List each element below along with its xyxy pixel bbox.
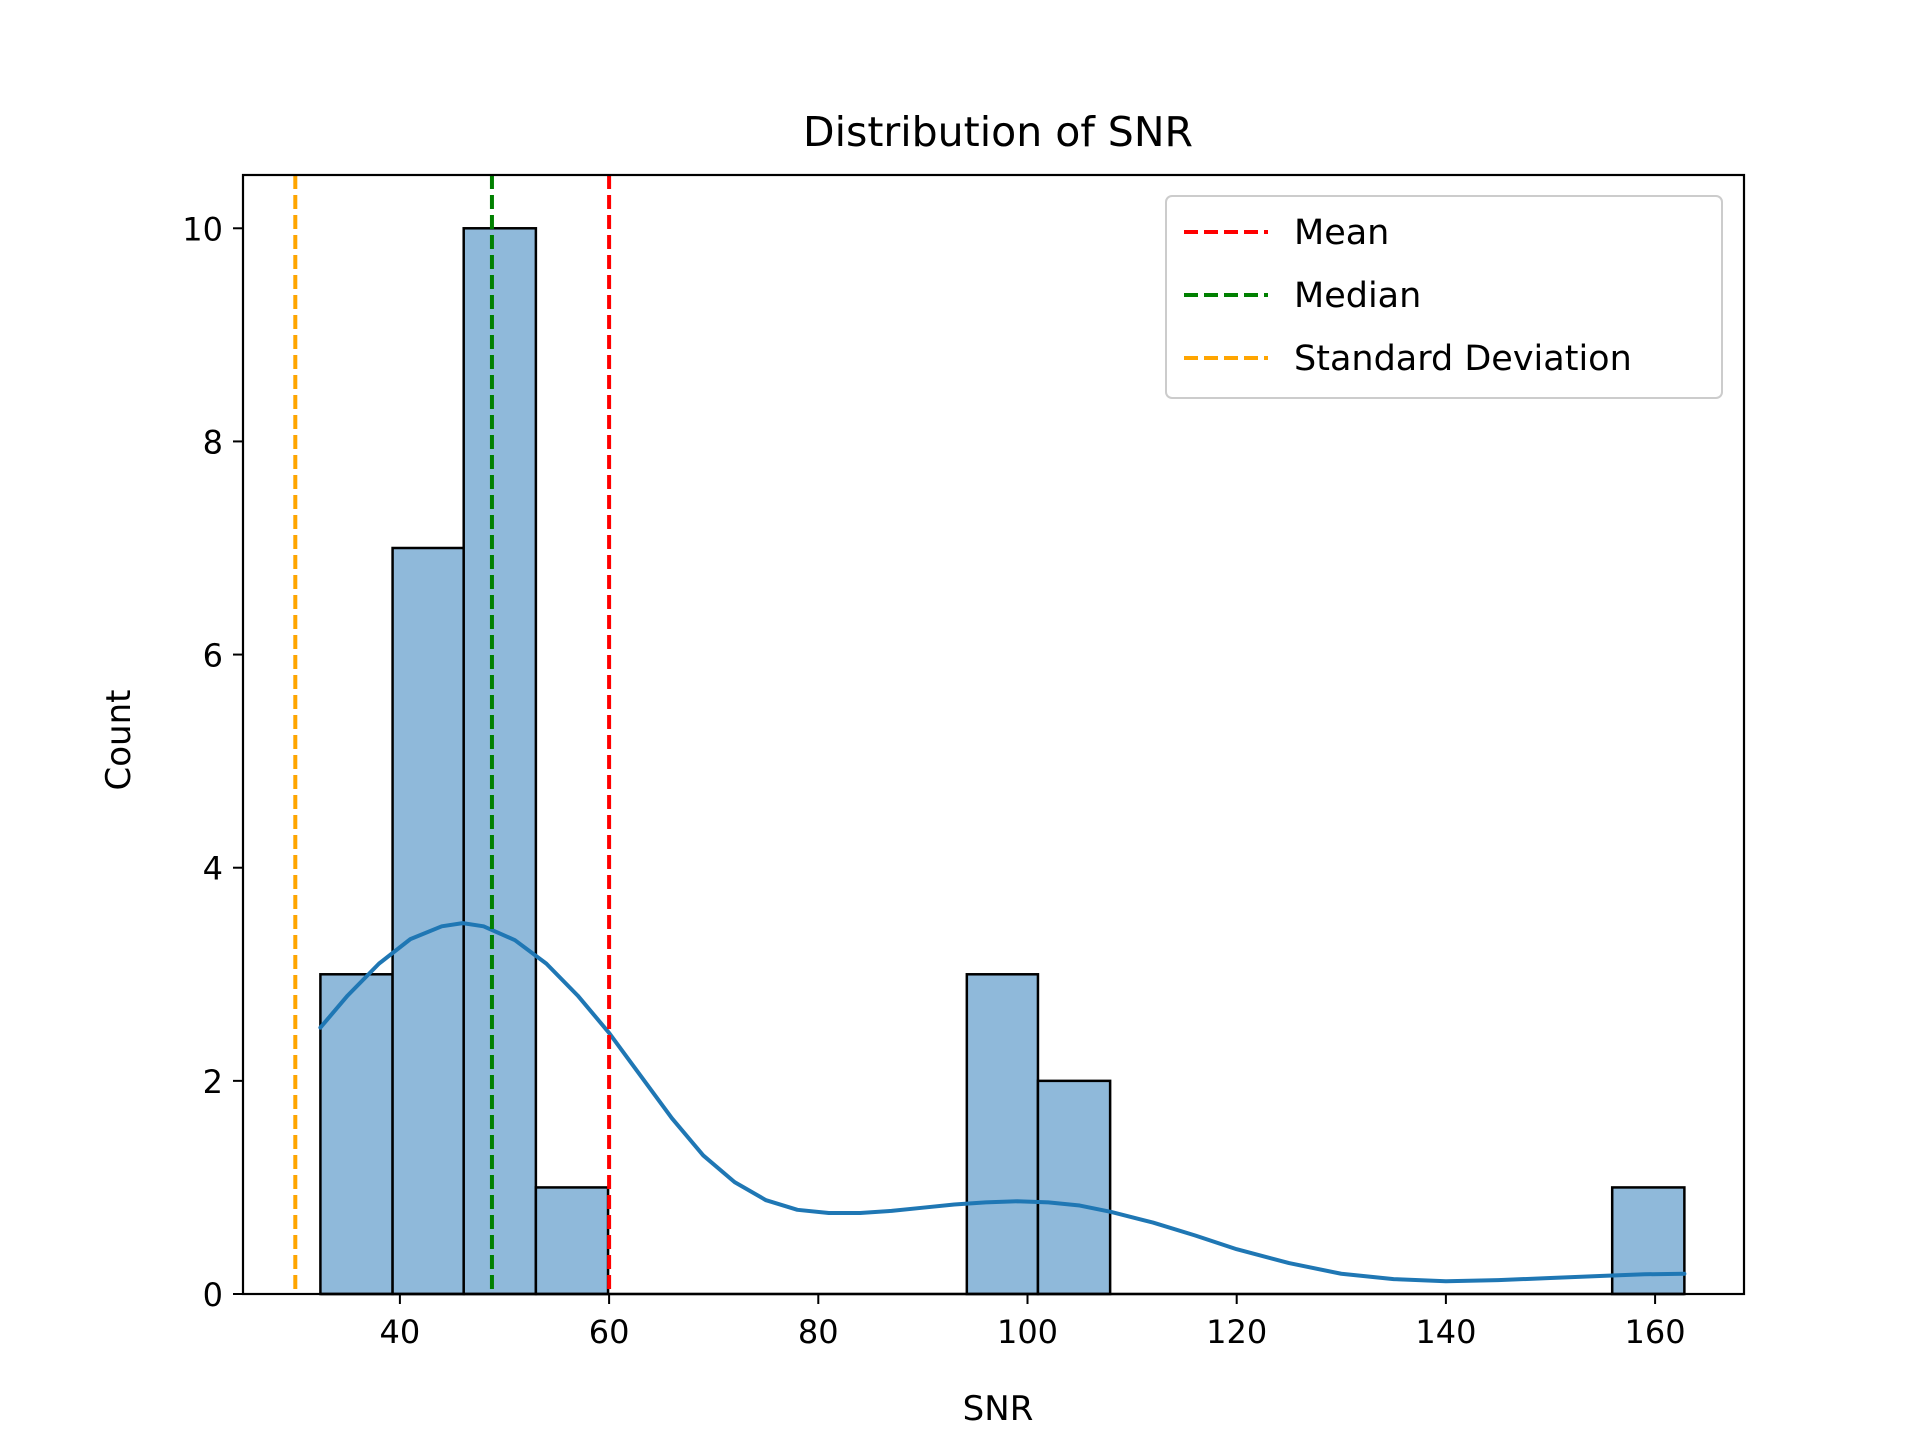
y-tick-label-2: 2 [203,1063,223,1101]
plot-area: 40 60 80 100 120 140 160 0 2 4 6 8 10 [182,173,1746,1351]
legend-label-mean: Mean [1294,213,1389,253]
y-tick-label-8: 8 [203,423,223,461]
legend-box [1165,195,1723,399]
histogram-bar-1 [391,546,465,1296]
y-tick-label-10: 10 [182,210,223,248]
x-tick-label-60: 60 [589,1313,630,1351]
histogram-bar-9 [965,973,1040,1296]
axes-frame [241,173,1746,1296]
y-tick-label-4: 4 [203,850,223,888]
legend-label-standard-deviation: Standard Deviation [1294,339,1632,379]
histogram-bar-3 [534,1186,610,1296]
x-tick-label-40: 40 [380,1313,421,1351]
histogram-bar-18 [1610,1186,1686,1296]
histogram-bar-0 [319,973,394,1296]
x-tick-label-140: 140 [1415,1313,1476,1351]
x-tick-label-120: 120 [1206,1313,1267,1351]
legend-label-median: Median [1294,276,1421,316]
y-axis-title: Count [99,690,139,791]
histogram-bar-2 [462,227,538,1296]
chart-title: Distribution of SNR [803,108,1193,156]
histogram-bar-10 [1036,1079,1112,1296]
x-tick-label-100: 100 [997,1313,1058,1351]
x-tick-label-160: 160 [1625,1313,1686,1351]
x-tick-label-80: 80 [798,1313,839,1351]
x-axis-title: SNR [963,1389,1034,1429]
kde-curve [318,921,1687,1284]
legend: Mean Median Standard Deviation [1165,195,1723,399]
y-tick-label-0: 0 [203,1276,223,1314]
y-tick-label-6: 6 [203,637,223,675]
